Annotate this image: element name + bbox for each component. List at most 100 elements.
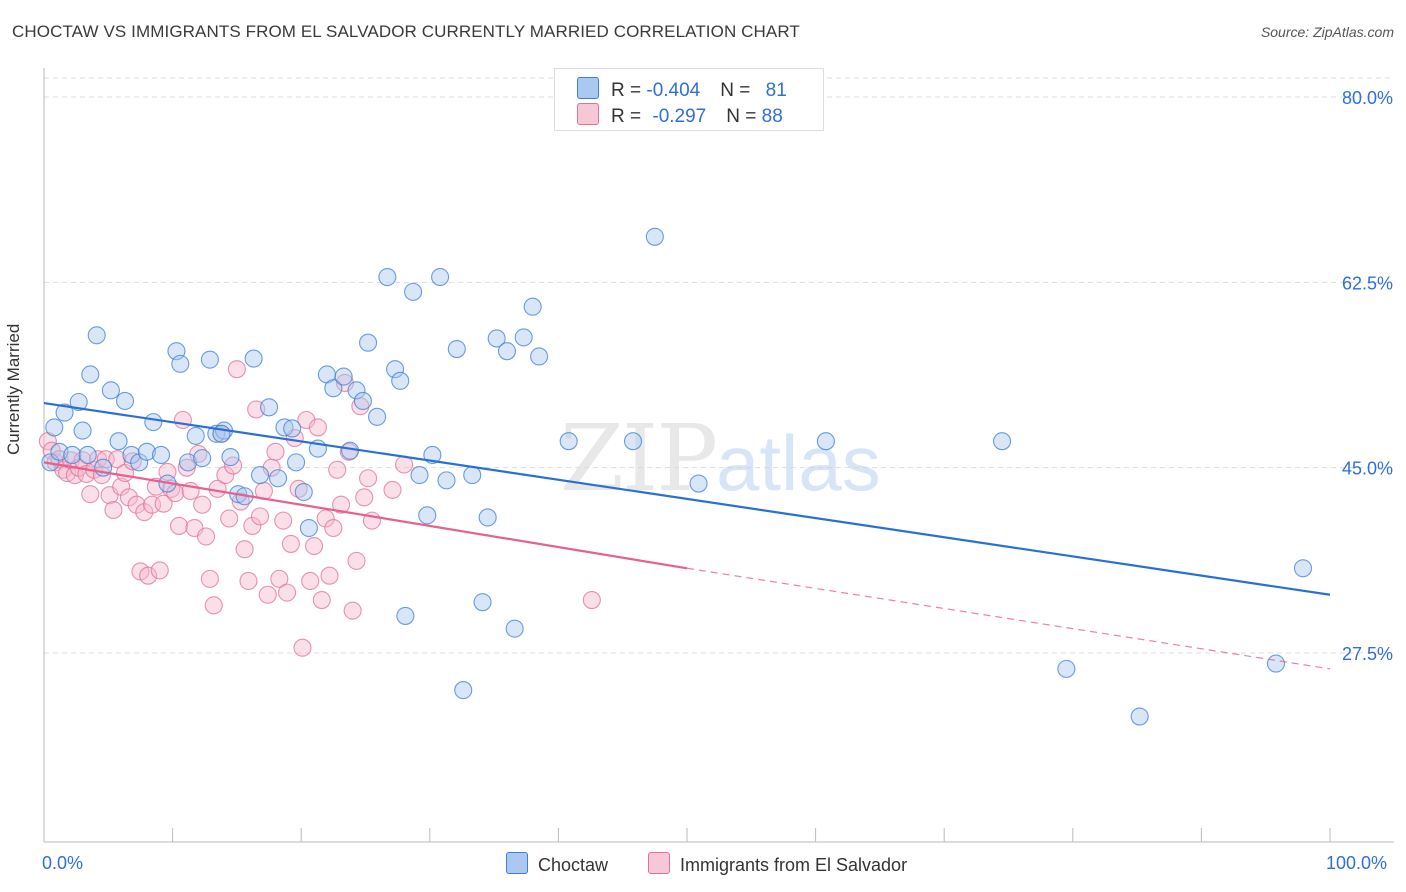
- salvador-point: [270, 569, 289, 588]
- salvador-swatch: [648, 852, 670, 874]
- choctaw-point: [200, 350, 219, 369]
- choctaw-point: [689, 474, 708, 493]
- r-value: -0.297: [652, 106, 707, 127]
- salvador-point: [582, 590, 601, 610]
- choctaw-point: [523, 297, 542, 316]
- choctaw-point: [81, 365, 100, 384]
- choctaw-point: [353, 391, 372, 410]
- salvador-point: [173, 410, 192, 430]
- choctaw-point: [437, 471, 456, 490]
- choctaw-point: [178, 453, 198, 472]
- salvador-point: [266, 442, 285, 461]
- choctaw-point: [115, 391, 135, 410]
- r-label: R =: [611, 106, 647, 127]
- choctaw-point: [275, 418, 294, 437]
- choctaw-point: [171, 354, 190, 373]
- choctaw-point: [294, 482, 313, 502]
- r-value: -0.404: [646, 80, 701, 101]
- legend-row-salvador: R = -0.297 N = 88: [577, 103, 783, 127]
- salvador-point: [328, 460, 347, 479]
- choctaw-point: [391, 371, 410, 390]
- correlation-legend: R = -0.404 N = 81 R = -0.297 N = 88: [554, 68, 824, 131]
- choctaw-point: [259, 398, 279, 417]
- salvador-point: [227, 360, 246, 379]
- salvador-point: [123, 452, 142, 471]
- choctaw-point: [87, 326, 106, 345]
- choctaw-point: [386, 360, 405, 379]
- y-tick-labels: 27.5% 45.0% 62.5% 80.0%: [1342, 88, 1393, 664]
- n-label: N =: [726, 106, 762, 127]
- salvador-point: [139, 566, 158, 585]
- salvador-point: [193, 495, 212, 514]
- salvador-point: [220, 509, 239, 528]
- series-legend: Choctaw Immigrants from El Salvador: [0, 852, 1406, 876]
- legend-row-choctaw: R = -0.404 N = 81: [577, 77, 787, 101]
- salvador-point: [169, 516, 189, 535]
- choctaw-point: [151, 445, 171, 465]
- choctaw-point: [359, 333, 378, 352]
- choctaw-point: [396, 606, 415, 625]
- choctaw-swatch: [506, 852, 528, 874]
- salvador-point: [324, 518, 343, 538]
- n-value: 88: [761, 106, 783, 127]
- salvador-point: [239, 571, 258, 591]
- y-tick-label: 45.0%: [1342, 459, 1393, 479]
- salvador-point: [250, 507, 270, 526]
- salvador-point: [104, 500, 123, 520]
- salvador-point: [119, 488, 138, 507]
- watermark-zip: ZIP: [560, 405, 716, 512]
- choctaw-point: [993, 432, 1012, 451]
- legend-item-salvador: Immigrants from El Salvador: [648, 852, 907, 876]
- choctaw-point: [530, 347, 549, 366]
- choctaw-point: [447, 340, 466, 359]
- legend-item-choctaw: Choctaw: [506, 852, 608, 876]
- choctaw-point: [73, 421, 92, 440]
- salvador-point: [258, 585, 277, 604]
- choctaw-point: [1266, 654, 1286, 673]
- choctaw-point: [334, 367, 353, 386]
- salvador-point: [204, 596, 223, 615]
- salvador-point: [235, 540, 254, 559]
- y-tick-label: 80.0%: [1342, 88, 1393, 108]
- choctaw-point: [1130, 707, 1149, 726]
- salvador-point: [196, 527, 216, 546]
- salvador-point: [316, 509, 335, 528]
- watermark: ZIP atlas: [560, 405, 881, 512]
- choctaw-point: [463, 466, 482, 485]
- choctaw-point: [347, 381, 366, 400]
- choctaw-point: [221, 448, 240, 467]
- salvador-point: [154, 494, 173, 513]
- choctaw-point: [487, 329, 506, 348]
- choctaw-point: [423, 445, 442, 465]
- choctaw-point: [55, 403, 74, 422]
- choctaw-point: [378, 267, 397, 287]
- choctaw-point: [341, 441, 360, 460]
- x-axis-max-label: 100.0%: [1326, 853, 1388, 873]
- salvador-point: [332, 495, 351, 514]
- n-label: N =: [720, 80, 756, 101]
- salvador-point: [200, 569, 219, 588]
- y-tick-label: 27.5%: [1342, 644, 1393, 664]
- salvador-point: [308, 418, 327, 437]
- salvador-trend-line: [43, 461, 688, 570]
- series-salvador-points: [38, 360, 601, 657]
- choctaw-point: [454, 681, 473, 700]
- salvador-point: [135, 503, 154, 522]
- r-label: R =: [611, 80, 647, 101]
- y-tick-label: 62.5%: [1342, 273, 1393, 293]
- choctaw-point: [109, 432, 128, 451]
- choctaw-point: [478, 508, 497, 527]
- n-value: 81: [765, 80, 787, 101]
- choctaw-point: [418, 506, 437, 525]
- choctaw-point: [69, 392, 88, 412]
- salvador-point: [293, 638, 312, 657]
- choctaw-point: [645, 227, 664, 246]
- salvador-point: [216, 466, 235, 485]
- salvador-point: [301, 571, 320, 591]
- choctaw-point: [1293, 559, 1313, 578]
- salvador-point: [127, 495, 146, 514]
- choctaw-point: [623, 432, 643, 451]
- choctaw-point: [63, 445, 82, 465]
- choctaw-point: [269, 469, 288, 488]
